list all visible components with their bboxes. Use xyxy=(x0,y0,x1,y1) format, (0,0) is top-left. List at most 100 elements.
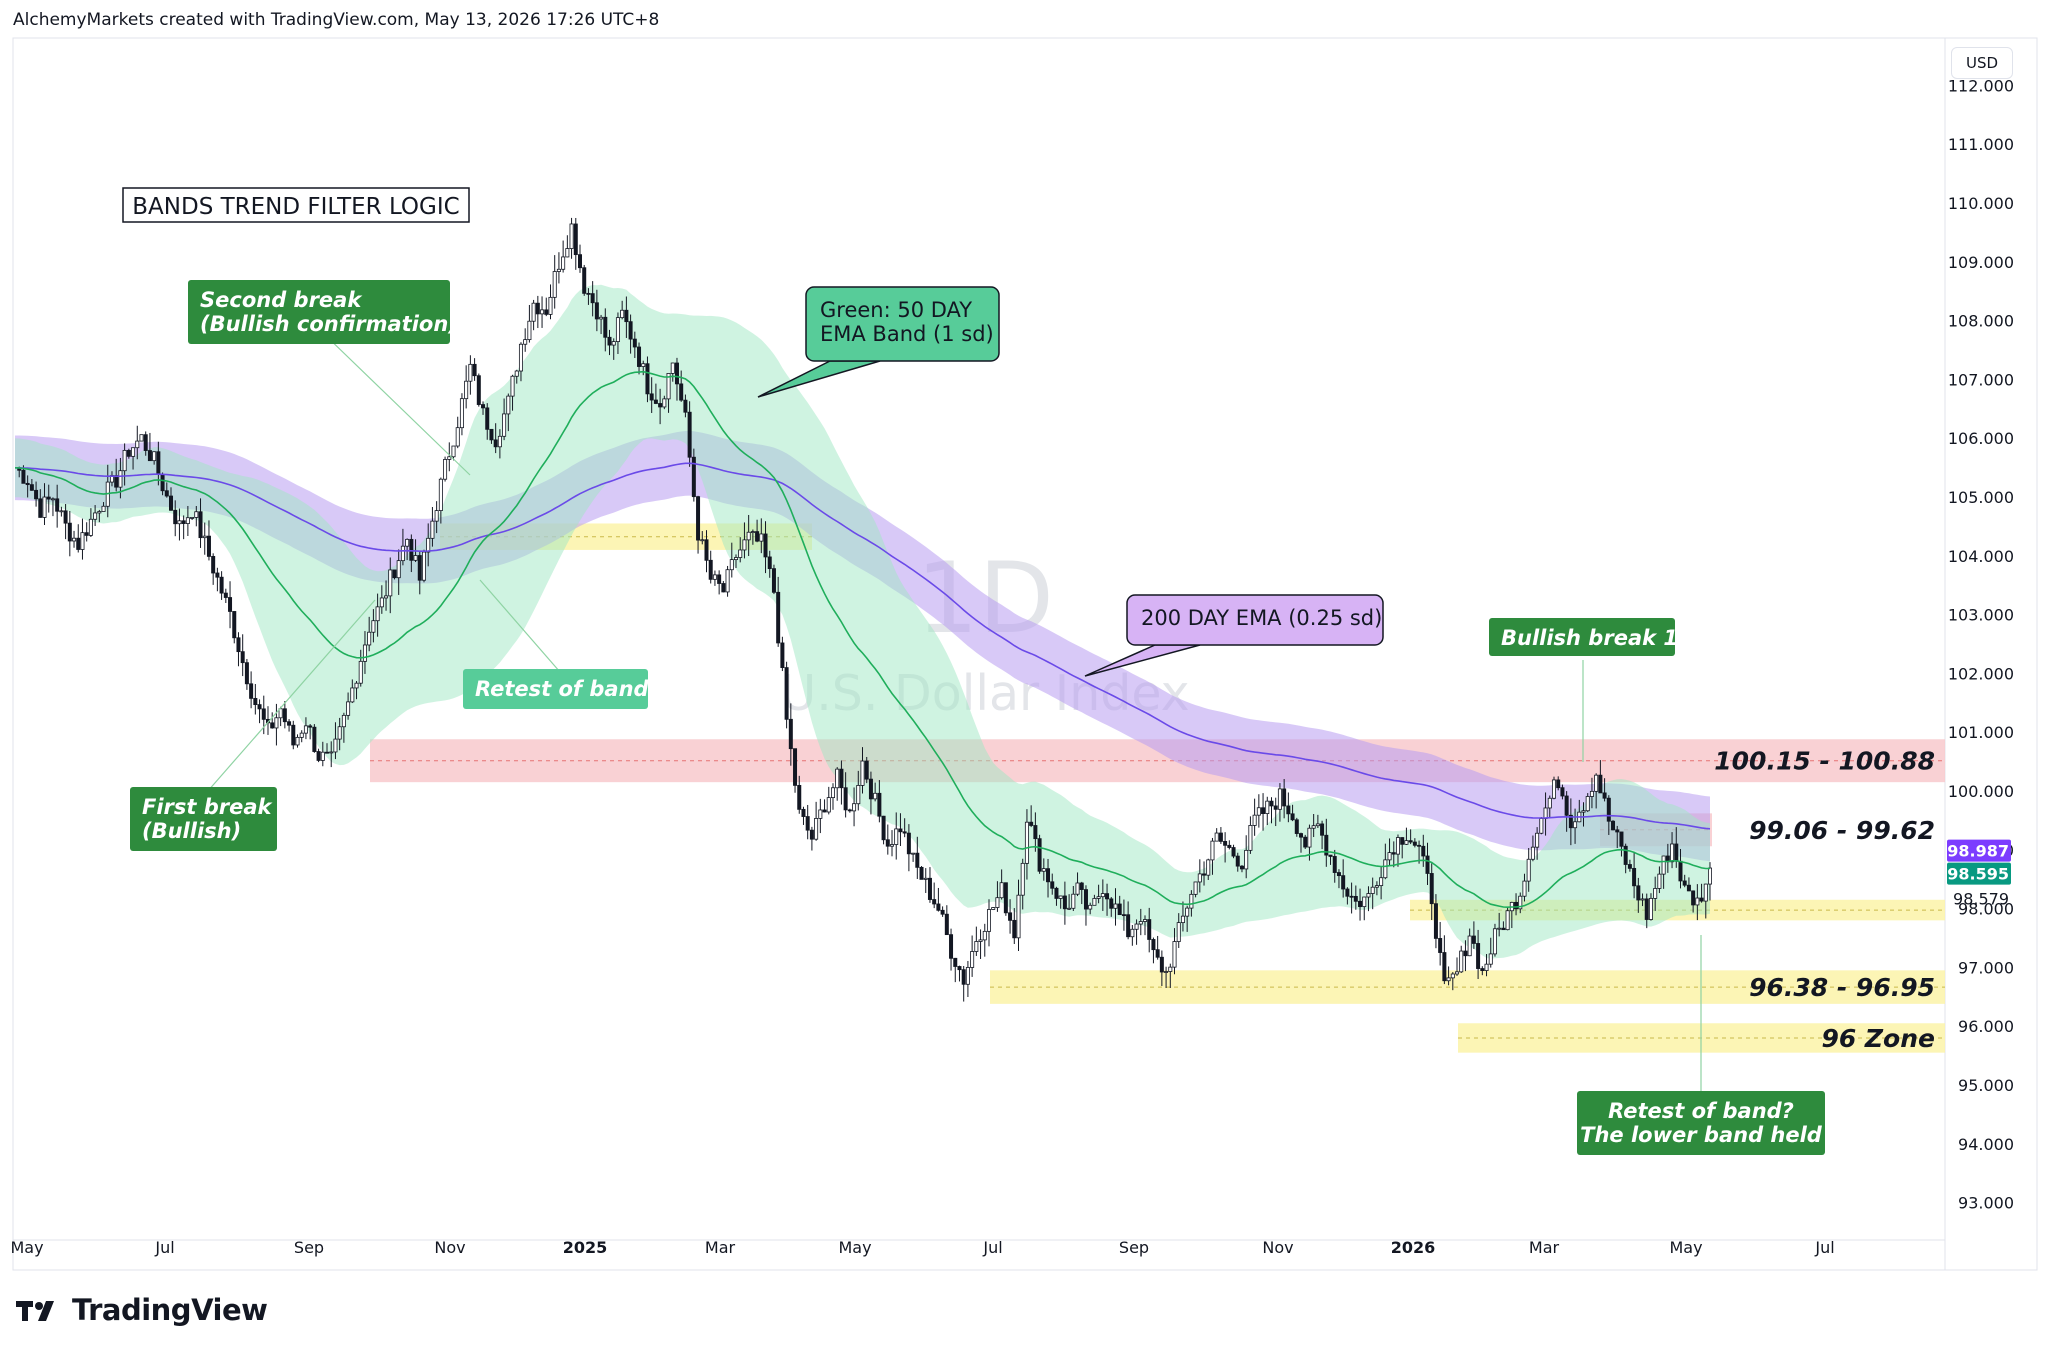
ema-lines xyxy=(14,370,1711,909)
candle-body xyxy=(1476,943,1481,969)
candle-body xyxy=(76,537,81,550)
candle-body xyxy=(1589,790,1594,797)
candle-body xyxy=(759,533,764,542)
candle-body xyxy=(375,606,380,622)
date-tick: May xyxy=(10,1238,43,1257)
candle-body xyxy=(729,559,734,571)
candle-body xyxy=(1471,935,1476,944)
price-tick: 95.000 xyxy=(1958,1076,2014,1095)
candle-body xyxy=(1016,894,1021,939)
candle-body xyxy=(784,667,789,720)
candle-body xyxy=(1455,971,1460,975)
candle-body xyxy=(409,538,414,561)
candle-body xyxy=(1008,912,1013,921)
candle-body xyxy=(206,535,211,557)
candle-body xyxy=(915,852,920,868)
candle-body xyxy=(1674,843,1679,862)
candle-body xyxy=(1699,897,1704,902)
candle-body xyxy=(1526,858,1531,882)
candle-body xyxy=(1277,788,1282,810)
candle-body xyxy=(911,852,916,855)
candle-body xyxy=(392,569,397,579)
candle-body xyxy=(611,341,616,346)
candle-body xyxy=(877,792,882,817)
candle-body xyxy=(139,434,144,442)
candle-body xyxy=(316,751,321,761)
candle-body xyxy=(919,866,924,880)
date-tick: Mar xyxy=(705,1238,736,1257)
price-tick: 103.000 xyxy=(1948,606,2014,625)
date-tick: May xyxy=(838,1238,871,1257)
zone-label: 96.38 - 96.95 xyxy=(1749,973,1935,1002)
candle-body xyxy=(700,539,705,542)
candle-body xyxy=(1210,840,1215,861)
tradingview-wordmark: TradingView xyxy=(72,1293,268,1327)
candle-body xyxy=(249,683,254,699)
ema50-line xyxy=(14,370,1710,909)
chart-credit: AlchemyMarkets created with TradingView.… xyxy=(13,10,660,30)
candle-body xyxy=(852,803,857,812)
candle-body xyxy=(1088,904,1093,910)
annotation-box xyxy=(188,280,450,344)
candle-body xyxy=(961,969,966,985)
candle-body xyxy=(325,751,330,754)
candle-body xyxy=(797,784,802,810)
candle-body xyxy=(1395,837,1400,855)
candle-body xyxy=(291,724,296,746)
candle-body xyxy=(1235,855,1240,867)
price-axis[interactable]: 112.000 111.000 110.000 109.000 108.000 107.0… xyxy=(1947,76,2014,1213)
candle-body xyxy=(270,722,275,729)
candle-body xyxy=(312,726,317,752)
tradingview-logo[interactable]: TradingView xyxy=(16,1293,268,1327)
candle-body xyxy=(173,509,178,525)
candle-body xyxy=(691,456,696,498)
candle-body xyxy=(468,363,473,382)
candle-body xyxy=(497,435,502,448)
candle-body xyxy=(708,559,713,580)
candle-body xyxy=(1661,855,1666,875)
price-tick: 100.000 xyxy=(1948,782,2014,801)
candle-body xyxy=(531,302,536,322)
candle-body xyxy=(485,407,490,430)
candle-body xyxy=(1345,888,1350,897)
candle-body xyxy=(1282,788,1287,807)
candle-body xyxy=(1117,903,1122,916)
candle-body xyxy=(615,317,620,342)
price-tick: 107.000 xyxy=(1948,370,2014,389)
currency-badge[interactable]: USD xyxy=(1951,47,2013,79)
candle-body xyxy=(1062,895,1067,910)
time-axis[interactable]: May Jul Sep Nov 2025 Mar May Jul Sep Nov 2026 Mar Ma… xyxy=(10,1238,1834,1257)
candle-body xyxy=(1109,898,1114,909)
candle-body xyxy=(995,897,1000,908)
candle-body xyxy=(569,223,574,249)
price-tag: 98.987 xyxy=(1947,842,2009,861)
candle-body xyxy=(1134,923,1139,930)
candle-body xyxy=(1497,927,1502,930)
candle-body xyxy=(443,459,448,480)
candle-body xyxy=(1168,966,1173,972)
candle-body xyxy=(696,496,701,541)
candle-body xyxy=(679,383,684,401)
candle-body xyxy=(438,478,443,511)
zone-label: 96 Zone xyxy=(1821,1024,1935,1053)
date-tick: Jul xyxy=(982,1238,1002,1257)
candle-body xyxy=(1442,952,1447,982)
candle-body xyxy=(1176,922,1181,942)
candle-body xyxy=(944,913,949,936)
candle-body xyxy=(755,531,760,542)
callout-box xyxy=(1126,594,1384,646)
candle-body xyxy=(1653,888,1658,899)
candle-body xyxy=(1640,898,1645,901)
candle-body xyxy=(1391,852,1396,855)
candle-body xyxy=(1206,859,1211,876)
price-tick: 102.000 xyxy=(1948,664,2014,683)
candle-body xyxy=(135,440,140,449)
candle-body xyxy=(742,539,747,551)
candle-body xyxy=(544,309,549,315)
candle-body xyxy=(400,545,405,562)
zone-label: 100.15 - 100.88 xyxy=(1714,747,1935,776)
candle-body xyxy=(143,434,148,451)
candle-body xyxy=(67,522,72,542)
candle-body xyxy=(1598,774,1603,794)
